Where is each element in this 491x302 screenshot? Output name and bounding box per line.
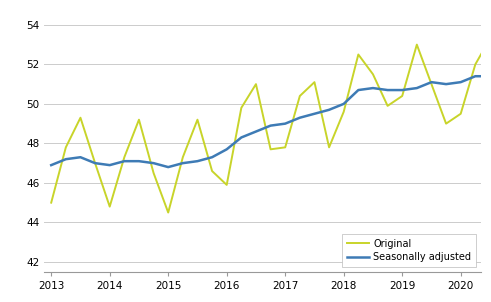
Seasonally adjusted: [384, 88, 390, 92]
Original: [151, 171, 157, 175]
Original: [194, 118, 200, 121]
Seasonally adjusted: [487, 74, 491, 78]
Seasonally adjusted: [399, 88, 405, 92]
Seasonally adjusted: [341, 102, 347, 106]
Line: Original: Original: [51, 39, 491, 213]
Seasonally adjusted: [311, 112, 317, 116]
Original: [341, 110, 347, 114]
Original: [472, 63, 478, 66]
Original: [165, 211, 171, 214]
Seasonally adjusted: [297, 116, 303, 120]
Seasonally adjusted: [355, 88, 361, 92]
Seasonally adjusted: [107, 163, 112, 167]
Seasonally adjusted: [78, 156, 83, 159]
Original: [209, 169, 215, 173]
Seasonally adjusted: [165, 165, 171, 169]
Original: [121, 156, 127, 159]
Seasonally adjusted: [253, 130, 259, 133]
Seasonally adjusted: [224, 147, 230, 151]
Original: [326, 146, 332, 149]
Original: [48, 201, 54, 204]
Seasonally adjusted: [239, 136, 245, 139]
Original: [443, 122, 449, 125]
Seasonally adjusted: [326, 108, 332, 112]
Seasonally adjusted: [472, 74, 478, 78]
Seasonally adjusted: [414, 86, 420, 90]
Seasonally adjusted: [458, 80, 464, 84]
Original: [355, 53, 361, 56]
Original: [63, 146, 69, 149]
Original: [458, 112, 464, 116]
Seasonally adjusted: [48, 163, 54, 167]
Seasonally adjusted: [268, 124, 273, 127]
Original: [268, 147, 273, 151]
Seasonally adjusted: [92, 161, 98, 165]
Seasonally adjusted: [194, 159, 200, 163]
Original: [487, 37, 491, 40]
Seasonally adjusted: [209, 156, 215, 159]
Line: Seasonally adjusted: Seasonally adjusted: [51, 76, 491, 167]
Original: [414, 43, 420, 47]
Original: [239, 106, 245, 110]
Original: [180, 156, 186, 159]
Seasonally adjusted: [429, 80, 435, 84]
Seasonally adjusted: [121, 159, 127, 163]
Original: [78, 116, 83, 120]
Original: [253, 82, 259, 86]
Seasonally adjusted: [136, 159, 142, 163]
Seasonally adjusted: [63, 157, 69, 161]
Seasonally adjusted: [151, 161, 157, 165]
Legend: Original, Seasonally adjusted: Original, Seasonally adjusted: [342, 234, 476, 267]
Original: [297, 94, 303, 98]
Original: [399, 94, 405, 98]
Original: [282, 146, 288, 149]
Original: [311, 80, 317, 84]
Original: [107, 205, 112, 208]
Original: [370, 72, 376, 76]
Seasonally adjusted: [370, 86, 376, 90]
Seasonally adjusted: [443, 82, 449, 86]
Original: [92, 161, 98, 165]
Original: [136, 118, 142, 121]
Original: [224, 183, 230, 187]
Seasonally adjusted: [180, 161, 186, 165]
Seasonally adjusted: [282, 122, 288, 125]
Original: [429, 82, 435, 86]
Original: [384, 104, 390, 108]
